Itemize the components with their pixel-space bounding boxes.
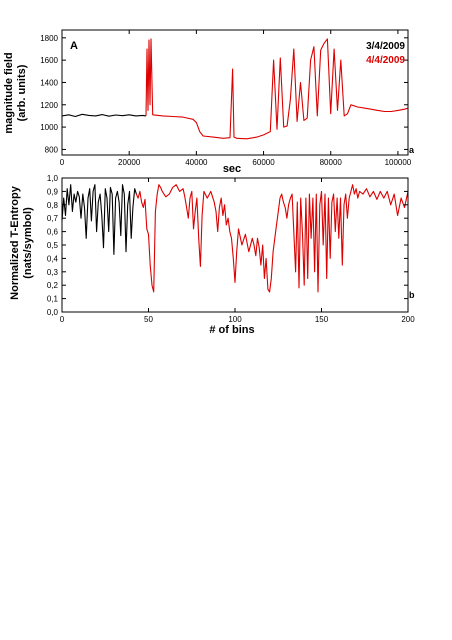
panel-a-series-line-1 [61,113,147,118]
panel-a-x-tick-label: 20000 [118,158,141,167]
panel-b-series-line-2 [135,184,409,293]
panel-b-series-line-1 [61,184,137,255]
panel-b-entropy-chart: 0 50 100 150 200 0,0 0,1 0,2 0,3 0,4 0,5 0,6 0,7 0,8 0… [9,174,415,336]
legend-entry-day2: 4/4/2009 [366,55,405,66]
panel-b-y-tick-label: 0,1 [47,295,59,304]
panel-b-series [61,184,409,293]
panel-a-series-line-2 [145,38,409,140]
legend-entry-day1: 3/4/2009 [366,41,405,52]
panel-a-y-tick-label: 1000 [40,123,58,132]
panel-b-y-tick-label: 0,9 [47,187,59,196]
panel-b-y-tick-label: 0,5 [47,241,59,250]
panel-b-y-tick-label: 0,2 [47,281,59,290]
panel-a-y-tick-label: 800 [45,145,59,154]
panel-a-y-tick-label: 1200 [40,101,58,110]
panel-b-y-tick-label: 0,7 [47,214,59,223]
panel-b-y-tick-label: 1,0 [47,174,59,183]
panel-a-magnitude-field-chart: 0 20000 40000 60000 80000 100000 800 1000 1200 14… [3,29,415,175]
panel-a-letter: A [70,40,78,52]
panel-a-corner-mark: a [409,145,415,155]
panel-a-y-axis-label-line2: (arb. units) [16,64,28,121]
panel-a-y-tick-label: 1400 [40,78,58,87]
panel-a-x-tick-label: 80000 [320,158,343,167]
panel-b-x-axis-label: # of bins [209,324,254,336]
panel-a-x-tick-label: 0 [60,158,65,167]
panel-a-x-tick-label: 100000 [385,158,412,167]
panel-b-x-tick-label: 0 [60,315,65,324]
panel-a-series [61,38,409,140]
panel-b-axes: 0 50 100 150 200 0,0 0,1 0,2 0,3 0,4 0,5 0,6 0,7 0,8 0… [47,174,415,324]
panel-a-y-tick-label: 1800 [40,34,58,43]
panel-b-y-axis-label-line1: Normalized T-Entropy [9,185,21,300]
panel-b-x-tick-label: 200 [401,315,415,324]
panel-b-y-tick-label: 0,3 [47,268,59,277]
panel-b-y-tick-label: 0,4 [47,254,59,263]
panel-a-x-axis-label: sec [223,163,241,175]
panel-a-y-tick-label: 1600 [40,56,58,65]
panel-b-x-tick-label: 100 [228,315,242,324]
panel-a-x-tick-label: 40000 [185,158,208,167]
panel-b-x-tick-label: 150 [315,315,329,324]
panel-b-y-tick-label: 0,0 [47,308,59,317]
panel-b-y-axis-label-line2: (nats/symbol) [22,207,34,279]
panel-b-y-tick-label: 0,8 [47,201,59,210]
panel-b-corner-mark: b [409,290,415,300]
panel-a-plot-frame [61,29,409,156]
panel-a-y-axis-label-line1: magnitude field [3,52,15,133]
panel-b-x-tick-label: 50 [144,315,153,324]
panel-b-y-tick-label: 0,6 [47,228,59,237]
panel-a-x-tick-label: 60000 [252,158,275,167]
panel-a-axes: 0 20000 40000 60000 80000 100000 800 1000 1200 14… [40,29,412,167]
